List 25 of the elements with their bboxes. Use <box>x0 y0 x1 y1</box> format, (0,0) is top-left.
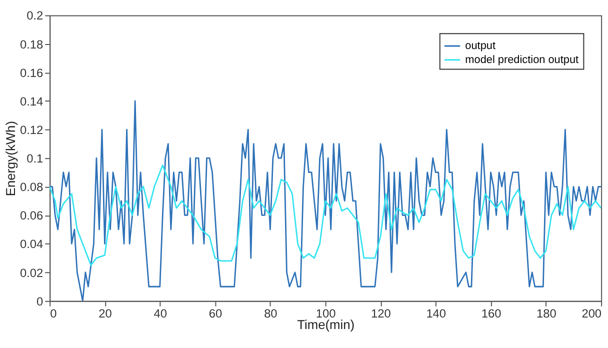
y-tick-label: 0.1 <box>26 152 44 166</box>
y-tick-label: 0.14 <box>20 94 44 108</box>
x-tick-label: 140 <box>426 306 446 320</box>
x-tick-label: 180 <box>536 306 557 320</box>
x-tick-label: 160 <box>481 306 502 320</box>
y-tick-label: 0.12 <box>20 122 44 137</box>
y-tick-label: 0.2 <box>26 8 44 23</box>
legend-label: model prediction output <box>465 54 579 66</box>
y-tick-label: 0.18 <box>20 37 44 52</box>
x-tick-label: 60 <box>208 306 223 320</box>
x-tick-label: 120 <box>371 306 392 320</box>
y-tick-label: 0.04 <box>20 237 44 252</box>
legend-label: output <box>465 40 496 52</box>
y-tick-label: 0.16 <box>20 66 44 80</box>
y-axis-title: Energy(kWh) <box>3 121 18 196</box>
y-tick-label: 0.06 <box>20 208 44 223</box>
y-tick-label: 0.08 <box>20 180 44 194</box>
x-tick-label: 0 <box>50 306 58 320</box>
x-tick-label: 200 <box>582 306 602 320</box>
x-tick-label: 40 <box>154 306 168 320</box>
x-tick-label: 20 <box>98 306 112 320</box>
y-tick-label: 0.02 <box>20 266 44 280</box>
line-series <box>50 164 602 266</box>
y-tick-label: 0 <box>36 294 44 308</box>
x-tick-label: 80 <box>264 306 278 320</box>
